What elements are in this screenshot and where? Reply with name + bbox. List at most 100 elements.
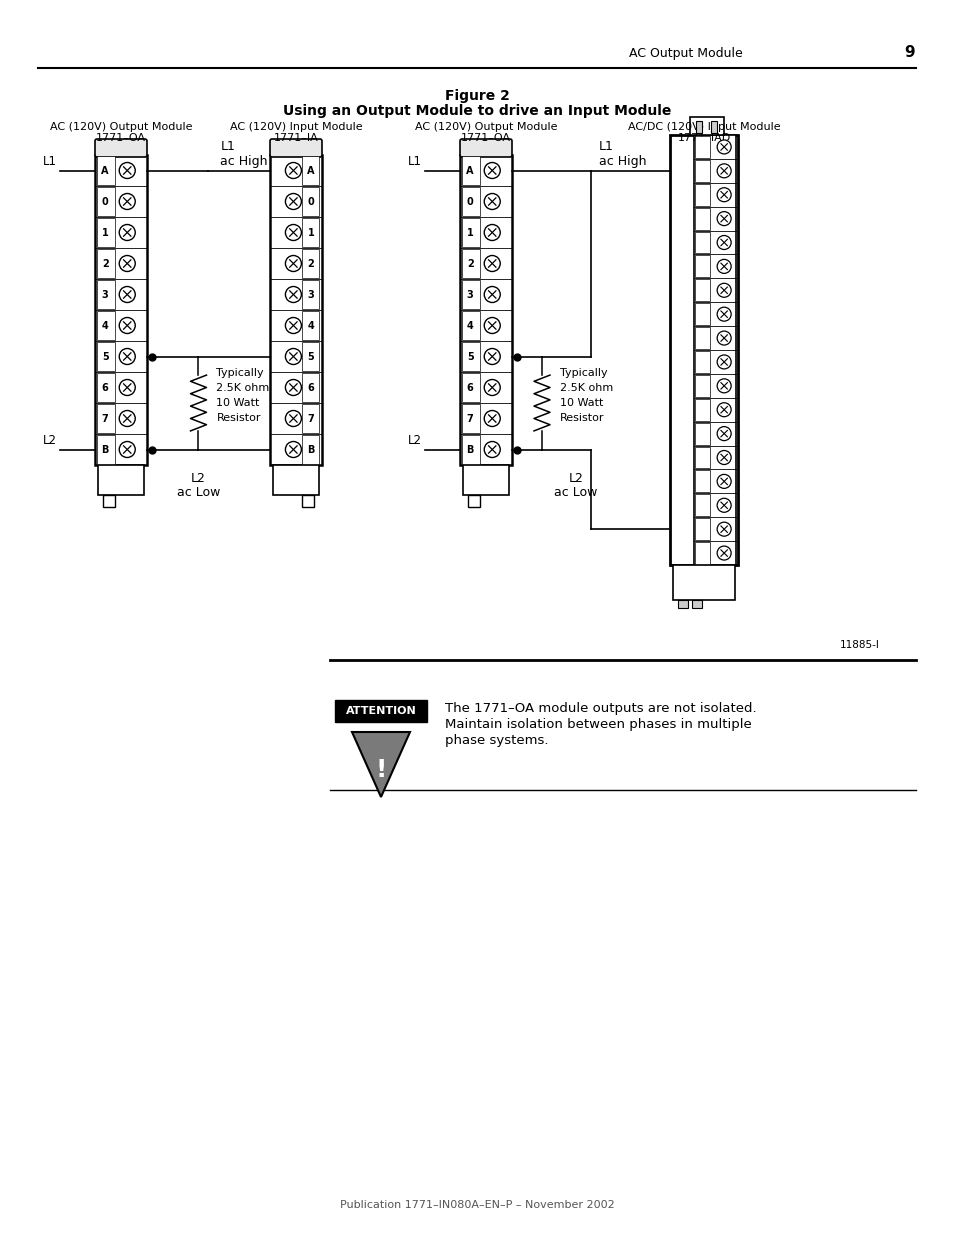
Text: 0: 0 — [307, 196, 314, 206]
Circle shape — [285, 256, 301, 272]
Text: L2: L2 — [43, 433, 57, 447]
Text: 7: 7 — [307, 414, 314, 424]
Circle shape — [484, 194, 499, 210]
Bar — [710, 121, 717, 133]
Bar — [694, 422, 709, 445]
Circle shape — [119, 317, 135, 333]
Text: 1771–IAD: 1771–IAD — [677, 133, 730, 143]
Bar — [669, 135, 738, 564]
Text: 4: 4 — [307, 321, 314, 331]
Circle shape — [717, 283, 730, 298]
Circle shape — [119, 441, 135, 457]
Bar — [302, 404, 319, 433]
Bar — [694, 351, 709, 373]
Text: 4: 4 — [466, 321, 473, 331]
Text: L1: L1 — [43, 154, 57, 168]
Text: 1: 1 — [102, 227, 109, 237]
Bar — [97, 404, 115, 433]
Circle shape — [119, 194, 135, 210]
Bar — [694, 471, 709, 493]
Circle shape — [484, 379, 499, 395]
Circle shape — [717, 140, 730, 154]
Bar — [461, 373, 479, 403]
Text: 1: 1 — [466, 227, 473, 237]
Circle shape — [484, 317, 499, 333]
Circle shape — [119, 225, 135, 241]
Text: A: A — [101, 165, 109, 175]
Text: The 1771–OA module outputs are not isolated.: The 1771–OA module outputs are not isola… — [444, 701, 756, 715]
Bar — [694, 542, 709, 564]
Bar — [302, 186, 319, 216]
Text: 7: 7 — [466, 414, 473, 424]
Text: Resistor: Resistor — [216, 412, 261, 424]
Circle shape — [717, 331, 730, 345]
Bar — [97, 342, 115, 370]
Text: 11885-I: 11885-I — [840, 640, 879, 650]
Circle shape — [484, 348, 499, 364]
Bar — [461, 435, 479, 464]
Bar — [694, 279, 709, 301]
Bar — [694, 304, 709, 325]
Circle shape — [717, 354, 730, 369]
Text: 10 Watt: 10 Watt — [216, 398, 259, 408]
Bar — [461, 404, 479, 433]
Circle shape — [717, 259, 730, 273]
Text: 0: 0 — [466, 196, 473, 206]
Bar — [694, 327, 709, 350]
Bar — [461, 280, 479, 309]
Bar — [694, 494, 709, 516]
Bar — [694, 231, 709, 253]
Bar — [461, 186, 479, 216]
Bar — [97, 186, 115, 216]
Text: ac Low: ac Low — [554, 485, 598, 499]
Bar — [302, 219, 319, 247]
Text: 0: 0 — [102, 196, 109, 206]
Bar — [97, 311, 115, 340]
Text: Maintain isolation between phases in multiple: Maintain isolation between phases in mul… — [444, 718, 751, 731]
Text: 4: 4 — [102, 321, 109, 331]
Bar — [461, 219, 479, 247]
Text: 2: 2 — [307, 258, 314, 268]
Circle shape — [484, 256, 499, 272]
FancyBboxPatch shape — [459, 140, 512, 157]
Text: 6: 6 — [307, 383, 314, 393]
Bar — [461, 156, 479, 185]
Circle shape — [717, 379, 730, 393]
Bar — [694, 184, 709, 206]
Text: phase systems.: phase systems. — [444, 734, 548, 747]
Bar — [695, 121, 701, 133]
Circle shape — [285, 287, 301, 303]
Text: 3: 3 — [102, 289, 109, 300]
Text: L1: L1 — [408, 154, 421, 168]
Circle shape — [717, 236, 730, 249]
FancyBboxPatch shape — [95, 140, 147, 157]
Circle shape — [717, 498, 730, 513]
Bar — [694, 207, 709, 230]
Text: 7: 7 — [102, 414, 109, 424]
Bar — [694, 256, 709, 278]
Circle shape — [717, 164, 730, 178]
Text: 10 Watt: 10 Watt — [559, 398, 602, 408]
Text: AC (120V) Output Module: AC (120V) Output Module — [415, 122, 557, 132]
Bar — [468, 495, 479, 508]
Polygon shape — [352, 732, 410, 797]
Text: 5: 5 — [466, 352, 473, 362]
Bar — [270, 156, 322, 466]
Bar — [302, 311, 319, 340]
Text: L2: L2 — [408, 433, 421, 447]
Circle shape — [285, 225, 301, 241]
Circle shape — [285, 348, 301, 364]
Circle shape — [119, 348, 135, 364]
Bar — [103, 495, 115, 508]
Bar — [335, 700, 427, 722]
Bar — [97, 156, 115, 185]
Bar — [461, 249, 479, 278]
Circle shape — [285, 379, 301, 395]
Bar — [302, 373, 319, 403]
Text: AC/DC (120V) Input Module: AC/DC (120V) Input Module — [627, 122, 780, 132]
Text: 1771–IA: 1771–IA — [274, 133, 318, 143]
Bar — [302, 280, 319, 309]
Text: AC Output Module: AC Output Module — [628, 47, 742, 61]
Bar — [98, 466, 144, 495]
Circle shape — [717, 308, 730, 321]
